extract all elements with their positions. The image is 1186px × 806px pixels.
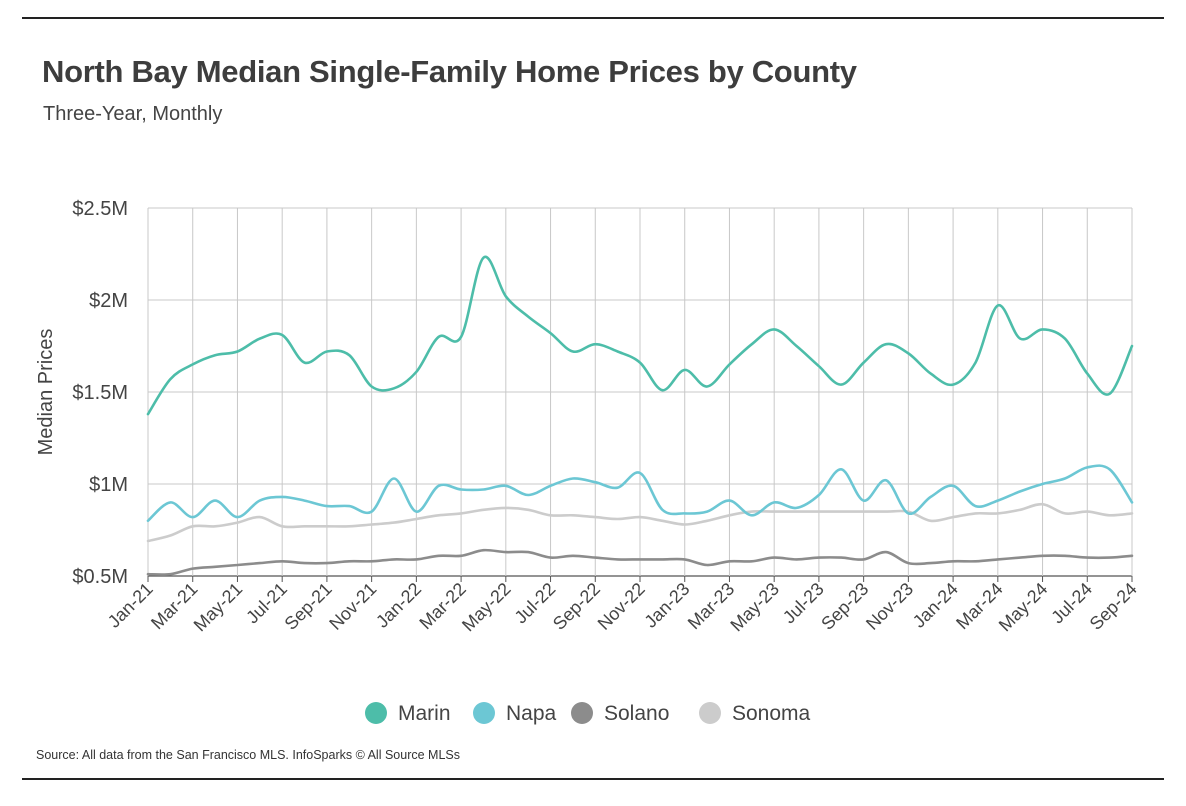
x-tick-label: Nov-22 xyxy=(594,579,649,634)
x-tick-label: May-22 xyxy=(458,579,515,636)
y-tick-label: $2M xyxy=(89,290,128,312)
source-note: Source: All data from the San Francisco … xyxy=(36,748,460,762)
y-tick-label: $2.5M xyxy=(72,198,128,220)
legend-label-marin: Marin xyxy=(398,702,451,725)
x-tick-label: Jan-22 xyxy=(372,579,425,632)
x-tick-label: May-23 xyxy=(726,579,783,636)
x-tick-label: Nov-23 xyxy=(862,579,917,634)
x-tick-label: Sep-23 xyxy=(817,579,872,634)
legend-label-napa: Napa xyxy=(506,702,557,725)
x-tick-label: Sep-21 xyxy=(281,579,336,634)
x-tick-label: Jan-24 xyxy=(909,579,962,632)
y-tick-label: $0.5M xyxy=(72,566,128,588)
x-tick-label: Sep-22 xyxy=(549,579,604,634)
series-line-sonoma xyxy=(146,502,1134,543)
bottom-rule xyxy=(22,778,1164,780)
series-line-napa xyxy=(146,464,1134,523)
chart-subtitle: Three-Year, Monthly xyxy=(43,103,223,125)
legend-marker-napa xyxy=(473,702,495,724)
legend-marker-marin xyxy=(365,702,387,724)
y-axis-label: Median Prices xyxy=(35,329,57,456)
series-line-marin xyxy=(146,255,1134,416)
x-tick-label: Jan-23 xyxy=(640,579,693,632)
legend-marker-sonoma xyxy=(699,702,721,724)
legend-label-sonoma: Sonoma xyxy=(732,702,811,725)
x-tick-label: May-21 xyxy=(190,579,247,636)
y-tick-label: $1M xyxy=(89,474,128,496)
legend-label-solano: Solano xyxy=(604,702,669,725)
x-tick-label: May-24 xyxy=(995,579,1052,636)
legend-marker-solano xyxy=(571,702,593,724)
top-rule xyxy=(22,17,1164,19)
x-tick-label: Sep-24 xyxy=(1086,579,1141,634)
series-line-solano xyxy=(146,548,1134,576)
x-tick-label: Nov-21 xyxy=(325,579,380,634)
y-tick-label: $1.5M xyxy=(72,382,128,404)
chart-title: North Bay Median Single-Family Home Pric… xyxy=(42,54,857,89)
